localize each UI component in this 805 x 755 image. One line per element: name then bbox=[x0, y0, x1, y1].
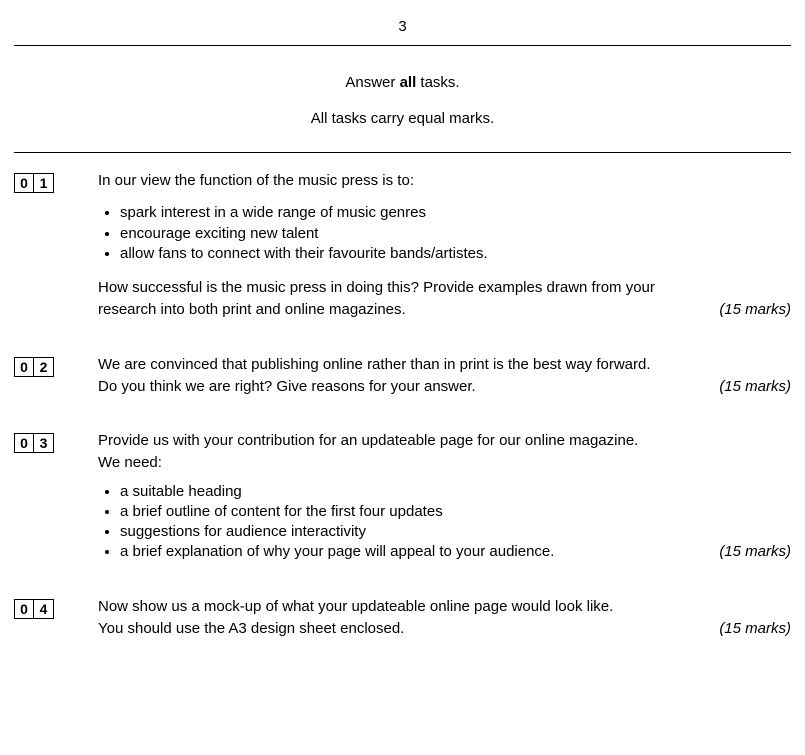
q1-bullet-list: spark interest in a wide range of music … bbox=[98, 203, 791, 264]
question-body: Provide us with your contribution for an… bbox=[98, 431, 791, 563]
marks-label: (15 marks) bbox=[719, 619, 791, 639]
q1-ask-line1: How successful is the music press in doi… bbox=[98, 278, 791, 298]
q3-line2: We need: bbox=[98, 453, 791, 473]
qnum-digit: 0 bbox=[14, 173, 34, 193]
page-number: 3 bbox=[14, 18, 791, 35]
q3-line1: Provide us with your contribution for an… bbox=[98, 431, 791, 451]
list-item: suggestions for audience interactivity bbox=[120, 522, 703, 542]
q2-line1: We are convinced that publishing online … bbox=[98, 355, 791, 375]
q4-line2: You should use the A3 design sheet enclo… bbox=[98, 619, 703, 639]
mid-rule bbox=[14, 152, 791, 153]
q1-ask-line2: research into both print and online maga… bbox=[98, 300, 703, 320]
q2-marks-row: Do you think we are right? Give reasons … bbox=[98, 377, 791, 397]
question-number-box: 0 2 bbox=[14, 357, 54, 377]
qnum-digit: 0 bbox=[14, 357, 34, 377]
q3-list-marks: a suitable heading a brief outline of co… bbox=[98, 476, 791, 563]
qnum-digit: 0 bbox=[14, 433, 34, 453]
question-number-box: 0 3 bbox=[14, 433, 54, 453]
list-item: encourage exciting new talent bbox=[120, 224, 791, 244]
question-01: 0 1 In our view the function of the musi… bbox=[14, 171, 791, 321]
question-number-box: 0 4 bbox=[14, 599, 54, 619]
q1-intro: In our view the function of the music pr… bbox=[98, 171, 791, 191]
exam-page: 3 Answer all tasks. All tasks carry equa… bbox=[0, 0, 805, 659]
q3-bullet-list: a suitable heading a brief outline of co… bbox=[98, 482, 703, 563]
instr1-post: tasks. bbox=[416, 74, 459, 91]
question-body: We are convinced that publishing online … bbox=[98, 355, 791, 398]
qnum-digit: 2 bbox=[34, 357, 54, 377]
instructions-block: Answer all tasks. All tasks carry equal … bbox=[14, 68, 791, 134]
q2-line2: Do you think we are right? Give reasons … bbox=[98, 377, 703, 397]
marks-label: (15 marks) bbox=[719, 542, 791, 562]
question-body: In our view the function of the music pr… bbox=[98, 171, 791, 321]
qnum-digit: 3 bbox=[34, 433, 54, 453]
top-rule bbox=[14, 45, 791, 46]
qnum-digit: 1 bbox=[34, 173, 54, 193]
instruction-line-1: Answer all tasks. bbox=[14, 68, 791, 98]
q4-marks-row: You should use the A3 design sheet enclo… bbox=[98, 619, 791, 639]
list-item: a brief explanation of why your page wil… bbox=[120, 542, 703, 562]
marks-label: (15 marks) bbox=[719, 377, 791, 397]
qnum-digit: 0 bbox=[14, 599, 34, 619]
questions-region: 0 1 In our view the function of the musi… bbox=[14, 171, 791, 639]
list-item: allow fans to connect with their favouri… bbox=[120, 244, 791, 264]
q4-line1: Now show us a mock-up of what your updat… bbox=[98, 597, 791, 617]
list-item: spark interest in a wide range of music … bbox=[120, 203, 791, 223]
question-03: 0 3 Provide us with your contribution fo… bbox=[14, 431, 791, 563]
question-body: Now show us a mock-up of what your updat… bbox=[98, 597, 791, 640]
qnum-digit: 4 bbox=[34, 599, 54, 619]
instruction-line-2: All tasks carry equal marks. bbox=[14, 104, 791, 134]
instr1-pre: Answer bbox=[345, 74, 399, 91]
question-04: 0 4 Now show us a mock-up of what your u… bbox=[14, 597, 791, 640]
marks-label: (15 marks) bbox=[719, 300, 791, 320]
list-item: a suitable heading bbox=[120, 482, 703, 502]
question-02: 0 2 We are convinced that publishing onl… bbox=[14, 355, 791, 398]
list-item: a brief outline of content for the first… bbox=[120, 502, 703, 522]
question-number-box: 0 1 bbox=[14, 173, 54, 193]
q1-marks-row: research into both print and online maga… bbox=[98, 300, 791, 320]
instr1-bold: all bbox=[400, 74, 417, 91]
